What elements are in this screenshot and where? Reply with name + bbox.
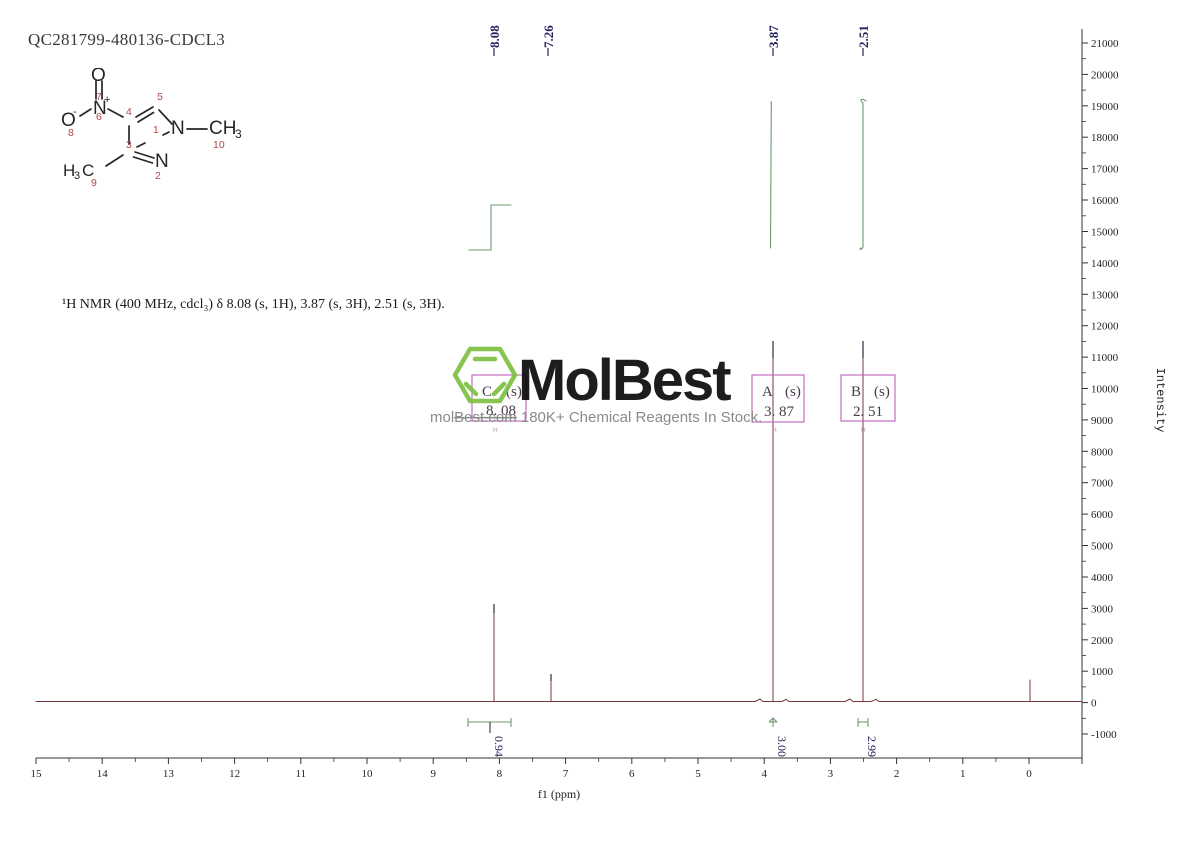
svg-text:6: 6: [629, 768, 635, 780]
svg-text:H: H: [861, 427, 866, 434]
svg-text:B: B: [851, 384, 861, 400]
svg-text:15: 15: [31, 768, 43, 780]
svg-text:7: 7: [563, 768, 569, 780]
svg-text:18000: 18000: [1091, 132, 1119, 144]
svg-text:9000: 9000: [1091, 415, 1114, 427]
svg-text:7000: 7000: [1091, 478, 1114, 490]
svg-text:4: 4: [761, 768, 767, 780]
svg-text:0.94: 0.94: [492, 736, 506, 757]
svg-text:8000: 8000: [1091, 446, 1114, 458]
svg-text:19000: 19000: [1091, 101, 1119, 113]
svg-text:A: A: [762, 384, 773, 400]
svg-text:Intensity: Intensity: [1153, 368, 1167, 433]
svg-text:3000: 3000: [1091, 603, 1114, 615]
svg-text:f1 (ppm): f1 (ppm): [538, 787, 580, 801]
svg-text:7.26: 7.26: [541, 25, 556, 48]
svg-text:(s): (s): [874, 384, 890, 400]
svg-text:13: 13: [163, 768, 175, 780]
svg-text:H: H: [772, 427, 777, 434]
svg-text:6000: 6000: [1091, 509, 1114, 521]
svg-text:5: 5: [695, 768, 701, 780]
svg-text:3. 87: 3. 87: [764, 404, 795, 420]
svg-text:-1000: -1000: [1091, 729, 1117, 741]
svg-text:5000: 5000: [1091, 541, 1114, 553]
svg-text:11000: 11000: [1091, 352, 1119, 364]
svg-text:2.99: 2.99: [865, 736, 879, 757]
svg-text:20000: 20000: [1091, 69, 1119, 81]
svg-text:8.08: 8.08: [487, 25, 502, 48]
svg-text:3: 3: [828, 768, 834, 780]
svg-text:14000: 14000: [1091, 258, 1119, 270]
svg-text:12000: 12000: [1091, 321, 1119, 333]
svg-text:4000: 4000: [1091, 572, 1114, 584]
svg-text:15000: 15000: [1091, 227, 1119, 239]
svg-text:MolBest: MolBest: [518, 348, 731, 413]
svg-text:1: 1: [960, 768, 966, 780]
svg-text:2. 51: 2. 51: [853, 404, 883, 420]
svg-text:21000: 21000: [1091, 38, 1119, 50]
svg-text:17000: 17000: [1091, 164, 1119, 176]
svg-text:2: 2: [894, 768, 900, 780]
svg-text:13000: 13000: [1091, 289, 1119, 301]
svg-text:16000: 16000: [1091, 195, 1119, 207]
svg-text:molBest.com 180K+ Chemical Rea: molBest.com 180K+ Chemical Reagents In S…: [430, 409, 762, 426]
svg-text:10: 10: [362, 768, 374, 780]
svg-text:3.00: 3.00: [775, 736, 789, 757]
svg-text:0: 0: [1091, 698, 1097, 710]
svg-text:8: 8: [497, 768, 503, 780]
svg-text:1000: 1000: [1091, 666, 1114, 678]
svg-text:10000: 10000: [1091, 384, 1119, 396]
svg-text:14: 14: [97, 768, 109, 780]
svg-text:9: 9: [430, 768, 436, 780]
svg-text:(s): (s): [785, 384, 801, 400]
svg-text:11: 11: [296, 768, 307, 780]
svg-text:12: 12: [229, 768, 240, 780]
svg-text:0: 0: [1026, 768, 1032, 780]
svg-text:C: C: [482, 384, 492, 400]
svg-text:2.51: 2.51: [856, 25, 871, 48]
svg-text:2000: 2000: [1091, 635, 1114, 647]
svg-text:3.87: 3.87: [766, 25, 781, 48]
svg-text:H: H: [493, 427, 498, 434]
